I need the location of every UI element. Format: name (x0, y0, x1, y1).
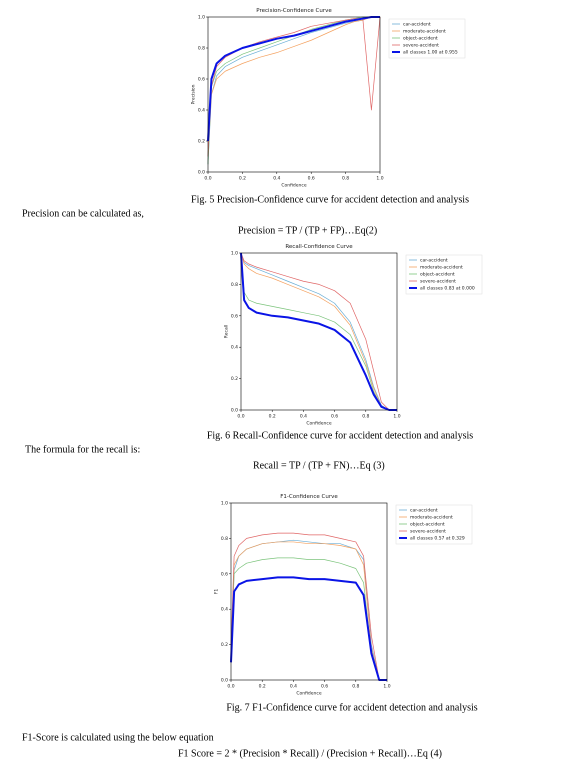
x-tick-label: 0.0 (227, 684, 234, 690)
paragraph: The formula for the recall is: (25, 444, 140, 455)
x-tick-label: 0.8 (342, 176, 349, 182)
y-axis-label: Recall (224, 325, 230, 338)
x-tick-label: 0.4 (290, 684, 297, 690)
legend-label: severe-accident (420, 279, 456, 285)
equation: Precision = TP / (TP + FP)…Eq(2) (238, 225, 377, 236)
legend-label: car-accident (410, 508, 438, 514)
x-tick-label: 0.0 (204, 176, 211, 182)
equation: F1 Score = 2 * (Precision * Recall) / (P… (178, 748, 442, 759)
x-tick-label: 1.0 (383, 684, 390, 690)
legend-label: object-accident (403, 36, 438, 42)
y-axis-label: Precision (191, 84, 197, 104)
x-tick-label: 1.0 (376, 176, 383, 182)
y-tick-label: 0.0 (198, 170, 205, 176)
y-tick-label: 0.2 (221, 642, 228, 648)
plot-frame (230, 502, 388, 681)
series-line (207, 16, 380, 157)
x-tick-label: 0.2 (269, 414, 276, 420)
y-tick-label: 0.0 (231, 408, 238, 414)
legend-box (405, 254, 483, 295)
plot-frame (207, 16, 381, 173)
legend-label: object-accident (410, 522, 445, 528)
y-tick-label: 0.2 (198, 139, 205, 145)
caption: Fig. 7 F1-Confidence curve for accident … (226, 702, 477, 713)
chart-title: Precision-Confidence Curve (256, 8, 332, 14)
series-line (240, 252, 397, 411)
series-line (207, 16, 380, 142)
y-tick-label: 0.4 (231, 345, 238, 351)
y-tick-label: 1.0 (231, 251, 238, 257)
legend-label: car-accident (403, 22, 431, 28)
y-tick-label: 0.2 (231, 376, 238, 382)
y-tick-label: 1.0 (221, 501, 228, 507)
x-tick-label: 0.0 (237, 414, 244, 420)
x-tick-label: 0.4 (273, 176, 280, 182)
x-tick-label: 0.8 (352, 684, 359, 690)
chart-title: F1-Confidence Curve (280, 494, 338, 500)
y-tick-label: 0.6 (198, 77, 205, 83)
y-tick-label: 1.0 (198, 15, 205, 21)
y-tick-label: 0.6 (231, 313, 238, 319)
legend-label: all classes 0.83 at 0.000 (420, 286, 475, 292)
caption: Fig. 5 Precision-Confidence curve for ac… (191, 194, 469, 205)
series-line (230, 541, 387, 681)
series-line (230, 532, 387, 681)
x-tick-label: 0.6 (321, 684, 328, 690)
y-tick-label: 0.8 (221, 536, 228, 542)
x-axis-label: Confidence (281, 183, 307, 189)
y-tick-label: 0.8 (198, 46, 205, 52)
legend-label: all classes 1.00 at 0.955 (403, 50, 458, 56)
series-line (240, 252, 397, 411)
legend-label: all classes 0.57 at 0.329 (410, 536, 465, 542)
legend-label: moderate-accident (420, 265, 463, 271)
x-tick-label: 0.8 (362, 414, 369, 420)
y-tick-label: 0.8 (231, 282, 238, 288)
x-axis-label: Confidence (296, 691, 322, 697)
legend-box (395, 504, 473, 545)
paragraph: F1-Score is calculated using the below e… (22, 732, 214, 743)
caption: Fig. 6 Recall-Confidence curve for accid… (207, 430, 473, 441)
y-tick-label: 0.6 (221, 571, 228, 577)
x-tick-label: 0.6 (331, 414, 338, 420)
legend-label: severe-accident (410, 529, 446, 535)
legend-label: moderate-accident (410, 515, 453, 521)
legend-label: object-accident (420, 272, 455, 278)
series-line (240, 252, 397, 411)
series-line (240, 252, 397, 411)
y-axis-label: F1 (214, 589, 220, 595)
legend-label: moderate-accident (403, 29, 446, 35)
x-tick-label: 0.6 (308, 176, 315, 182)
y-tick-label: 0.4 (221, 607, 228, 613)
x-axis-label: Confidence (306, 421, 332, 427)
legend-box (388, 18, 466, 59)
legend-label: car-accident (420, 258, 448, 264)
paragraph: Precision can be calculated as, (22, 208, 144, 219)
x-tick-label: 1.0 (393, 414, 400, 420)
plot-frame (240, 252, 398, 411)
x-tick-label: 0.2 (239, 176, 246, 182)
y-tick-label: 0.0 (221, 678, 228, 684)
y-tick-label: 0.4 (198, 108, 205, 114)
chart-title: Recall-Confidence Curve (285, 244, 353, 250)
x-tick-label: 0.2 (259, 684, 266, 690)
legend-label: severe-accident (403, 43, 439, 49)
x-tick-label: 0.4 (300, 414, 307, 420)
equation: Recall = TP / (TP + FN)…Eq (3) (253, 460, 385, 471)
series-line (230, 576, 387, 681)
